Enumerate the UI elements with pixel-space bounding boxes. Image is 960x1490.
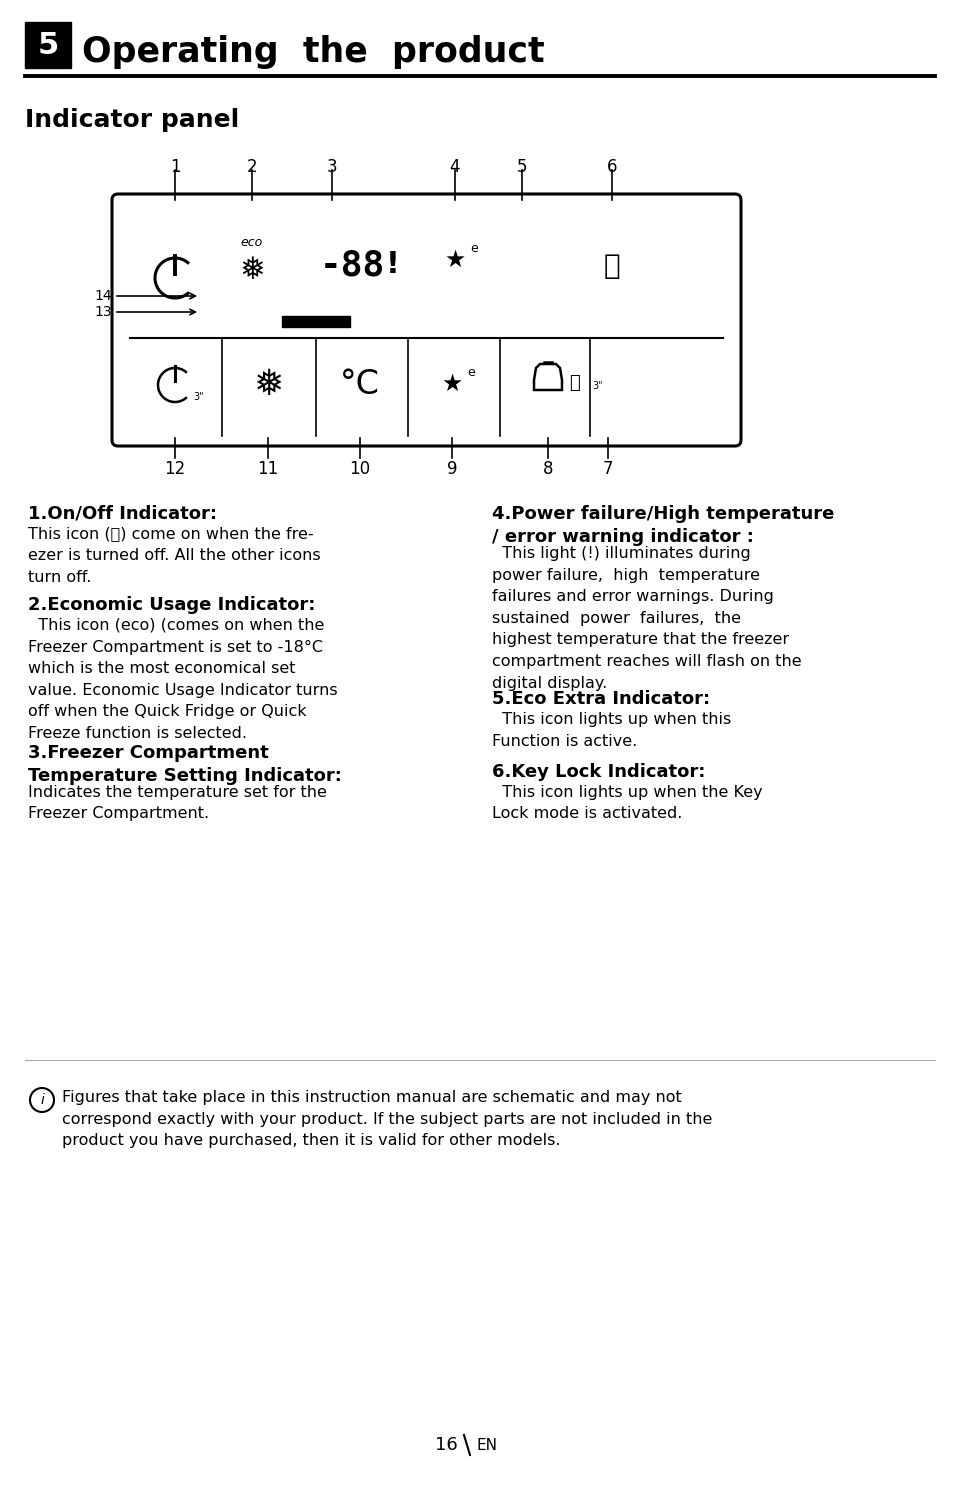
Text: 6.Key Lock Indicator:: 6.Key Lock Indicator: xyxy=(492,763,706,781)
Bar xyxy=(282,316,350,326)
Text: ❅: ❅ xyxy=(252,368,283,402)
Text: 1.On/Off Indicator:: 1.On/Off Indicator: xyxy=(28,505,217,523)
Text: 12: 12 xyxy=(164,460,185,478)
Text: Operating  the  product: Operating the product xyxy=(82,34,544,69)
Text: !: ! xyxy=(386,250,400,279)
Text: 3": 3" xyxy=(592,381,603,390)
Text: Indicates the temperature set for the
Freezer Compartment.: Indicates the temperature set for the Fr… xyxy=(28,785,326,821)
Text: 16: 16 xyxy=(435,1436,458,1454)
Text: °C: °C xyxy=(340,368,380,401)
Text: This icon lights up when this
Function is active.: This icon lights up when this Function i… xyxy=(492,712,732,748)
Bar xyxy=(25,22,71,69)
Text: 4.Power failure/High temperature
/ error warning indicator :: 4.Power failure/High temperature / error… xyxy=(492,505,834,545)
Text: 3.Freezer Compartment
Temperature Setting Indicator:: 3.Freezer Compartment Temperature Settin… xyxy=(28,744,342,785)
Text: 🔒: 🔒 xyxy=(569,374,581,392)
Text: 5: 5 xyxy=(516,158,527,176)
Text: EN: EN xyxy=(476,1438,497,1453)
Text: ❅: ❅ xyxy=(239,256,265,285)
Text: 5.Eco Extra Indicator:: 5.Eco Extra Indicator: xyxy=(492,690,710,708)
Text: -88: -88 xyxy=(320,247,385,282)
Text: 8: 8 xyxy=(542,460,553,478)
FancyBboxPatch shape xyxy=(112,194,741,446)
Text: 2.Economic Usage Indicator:: 2.Economic Usage Indicator: xyxy=(28,596,316,614)
Text: 3: 3 xyxy=(326,158,337,176)
Text: 🔒: 🔒 xyxy=(604,252,620,280)
Text: 3": 3" xyxy=(193,392,204,402)
Text: This icon (eco) (comes on when the
Freezer Compartment is set to -18°C
which is : This icon (eco) (comes on when the Freez… xyxy=(28,618,338,741)
Text: Figures that take place in this instruction manual are schematic and may not
cor: Figures that take place in this instruct… xyxy=(62,1091,712,1149)
Text: 7: 7 xyxy=(603,460,613,478)
Text: 4: 4 xyxy=(449,158,460,176)
Text: e: e xyxy=(467,367,475,378)
Text: e: e xyxy=(470,241,478,255)
Text: ★: ★ xyxy=(444,247,466,273)
Text: 1: 1 xyxy=(170,158,180,176)
Text: 14: 14 xyxy=(94,289,112,302)
Text: This icon (ⓘ) come on when the fre-
ezer is turned off. All the other icons
turn: This icon (ⓘ) come on when the fre- ezer… xyxy=(28,526,321,584)
Text: 2: 2 xyxy=(247,158,257,176)
Text: 11: 11 xyxy=(257,460,278,478)
Text: ★: ★ xyxy=(442,372,463,396)
Text: 9: 9 xyxy=(446,460,457,478)
Text: This icon lights up when the Key
Lock mode is activated.: This icon lights up when the Key Lock mo… xyxy=(492,785,762,821)
Text: eco: eco xyxy=(241,235,263,249)
Text: i: i xyxy=(40,1094,44,1107)
Text: 6: 6 xyxy=(607,158,617,176)
Text: 13: 13 xyxy=(94,305,112,319)
Text: 5: 5 xyxy=(37,30,59,60)
Text: This light (!) illuminates during
power failure,  high  temperature
failures and: This light (!) illuminates during power … xyxy=(492,545,802,690)
Text: 10: 10 xyxy=(349,460,371,478)
Text: Indicator panel: Indicator panel xyxy=(25,107,239,133)
